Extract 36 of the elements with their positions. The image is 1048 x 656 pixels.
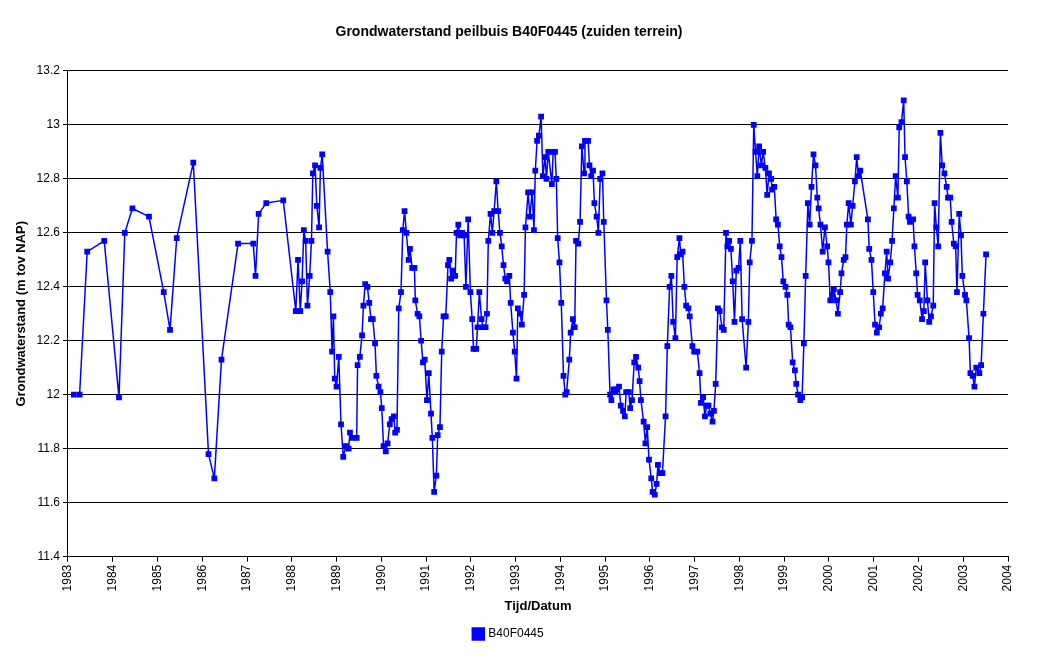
y-tick-label: 12.6 [36,225,61,240]
y-tick-label: 12 [46,387,61,402]
y-tick-label: 11.8 [37,441,61,456]
x-tick-label: 2001 [866,564,881,592]
y-tick-label: 13 [46,117,61,132]
x-tick-label: 1987 [239,564,254,592]
y-tick-label: 13.2 [36,63,61,78]
x-tick-label: 1994 [552,564,567,592]
legend-label: B40F0445 [488,626,545,641]
y-tick-label: 11.6 [37,495,61,510]
x-tick-label: 1998 [731,564,746,592]
x-tick-label: 1984 [105,564,120,592]
y-tick-label: 11.4 [37,549,61,564]
chart-title: Grondwaterstand peilbuis B40F0445 (zuiden terrein) [335,23,683,40]
x-tick-label: 2004 [1000,564,1015,592]
x-tick-label: 1992 [463,564,478,592]
x-tick-label: 2003 [955,564,970,592]
x-tick-label: 2002 [910,564,925,592]
y-tick-label: 12.8 [36,171,61,186]
y-tick-label: 12.4 [36,279,61,294]
x-axis-title: Tijd/Datum [504,597,572,613]
x-tick-label: 1999 [776,564,791,592]
x-tick-label: 1997 [686,564,701,592]
x-tick-label: 1985 [149,564,164,592]
x-tick-label: 1988 [284,564,299,592]
x-tick-label: 1996 [642,564,657,592]
x-tick-label: 1991 [418,564,433,592]
x-tick-label: 1986 [194,564,209,592]
x-tick-label: 1993 [507,564,522,592]
y-tick-label: 12.2 [36,333,61,348]
x-tick-label: 1989 [328,564,343,592]
y-axis-title: Grondwaterstand (m tov NAP) [13,220,29,407]
x-tick-label: 1983 [60,564,75,592]
x-tick-label: 2000 [821,564,836,592]
x-tick-label: 1995 [597,564,612,592]
x-tick-label: 1990 [373,564,388,592]
